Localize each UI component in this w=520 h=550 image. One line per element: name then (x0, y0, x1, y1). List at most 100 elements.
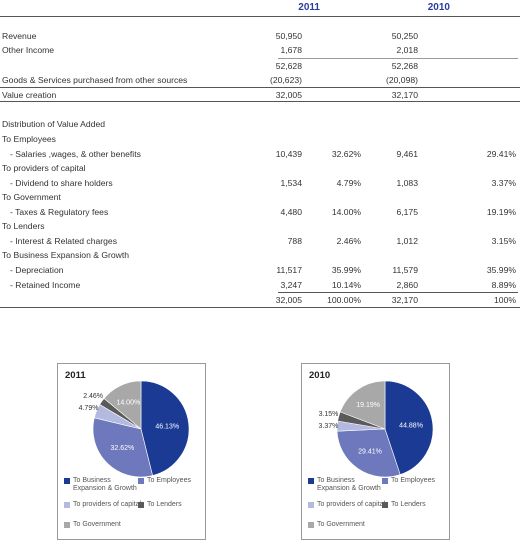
dividend-2010: 1,083 (396, 178, 418, 188)
revenue-label: Revenue (2, 31, 37, 41)
legend-capital-2011: To providers of capital (64, 501, 141, 509)
col-header-2010: 2010 (427, 2, 450, 13)
value-creation-label: Value creation (2, 90, 57, 100)
legend-label-government: To Government (317, 521, 365, 528)
goods-services-label: Goods & Services purchased from other so… (2, 75, 188, 85)
chart-title-2011: 2011 (65, 370, 86, 381)
legend-label-capital: To providers of capital (73, 501, 142, 508)
salaries-label: - Salaries ,wages, & other benefits (10, 149, 141, 159)
retained-pct-2010: 8.89% (491, 280, 516, 290)
interest-2011: 788 (287, 236, 302, 246)
to-capital-heading: To providers of capital (2, 163, 86, 173)
retained-label: - Retained Income (10, 280, 81, 290)
pie-label-expansion-2011: 46.13% (155, 423, 179, 430)
depreciation-label: - Depreciation (10, 265, 64, 275)
legend-label-employees: To Employees (147, 477, 191, 484)
interest-2010: 1,012 (396, 236, 418, 246)
pie-label-capital-2010: 3.37% (319, 423, 339, 430)
pie-label-lenders-2010: 3.15% (319, 411, 339, 418)
chart-box-2010: 2010 44.88% 29.41% 3.37% 3.15% 19.19% To Bus… (301, 363, 450, 540)
to-government-heading: To Government (2, 192, 61, 202)
legend-swatch-capital (64, 502, 70, 508)
legend-label-employees: To Employees (391, 477, 435, 484)
salaries-2010: 9,461 (396, 149, 418, 159)
other-income-2011: 1,678 (280, 45, 302, 55)
col-header-2011: 2011 (298, 2, 320, 13)
legend-employees-2010: To Employees (382, 477, 435, 485)
legend-swatch-lenders (382, 502, 388, 508)
chart-title-2010: 2010 (309, 370, 331, 381)
interest-pct-2010: 3.15% (491, 236, 516, 246)
legend-swatch-capital (308, 502, 314, 508)
legend-label-lenders: To Lenders (391, 501, 426, 508)
depreciation-pct-2011: 35.99% (331, 265, 361, 275)
salaries-pct-2011: 32.62% (331, 149, 361, 159)
pie-slice-expansion-2011 (140, 380, 190, 476)
pie-slice-expansion-2010 (384, 380, 434, 475)
pie-label-employees-2010: 29.41% (358, 448, 382, 455)
to-lenders-heading: To Lenders (2, 221, 45, 231)
revenue-2011: 50,950 (275, 31, 302, 41)
subtotal-2010: 52,268 (391, 61, 418, 71)
dividend-pct-2011: 4.79% (336, 178, 361, 188)
value-creation-2010: 32,170 (391, 90, 418, 100)
subtotal-2011: 52,628 (275, 61, 302, 71)
to-expansion-heading: To Business Expansion & Growth (2, 250, 130, 260)
pie-label-capital-2011: 4.79% (79, 405, 99, 412)
legend-swatch-lenders (138, 502, 144, 508)
legend-swatch-employees (138, 478, 144, 484)
interest-label: - Interest & Related charges (10, 236, 117, 246)
legend-employees-2011: To Employees (138, 477, 191, 485)
chart-box-2011: 2011 46.13% 32.62% 4.79% 2.46% 14.00% To Bus… (57, 363, 206, 540)
legend-swatch-employees (382, 478, 388, 484)
legend-swatch-government (308, 522, 314, 528)
revenue-2010: 50,250 (391, 31, 418, 41)
taxes-label: - Taxes & Regulatory fees (10, 207, 109, 217)
legend-lenders-2011: To Lenders (138, 501, 182, 509)
legend-lenders-2010: To Lenders (382, 501, 426, 509)
legend-label-capital: To providers of capital (317, 501, 386, 508)
to-employees-heading: To Employees (2, 134, 56, 144)
value-creation-2011: 32,005 (275, 90, 302, 100)
legend-expansion-2011: To Business Expansion & Growth (64, 477, 140, 493)
retained-2011: 3,247 (280, 280, 302, 290)
other-income-label: Other Income (2, 45, 55, 55)
legend-swatch-government (64, 522, 70, 528)
taxes-2011: 4,480 (280, 207, 302, 217)
pie-label-employees-2011: 32.62% (111, 445, 135, 452)
retained-pct-2011: 10.14% (331, 280, 361, 290)
taxes-pct-2010: 19.19% (486, 207, 516, 217)
retained-2010: 2,860 (396, 280, 418, 290)
salaries-pct-2010: 29.41% (486, 149, 516, 159)
total-pct-2010: 100% (494, 295, 516, 305)
header-rule (0, 16, 520, 17)
goods-services-2011: (20,623) (269, 75, 302, 85)
pie-label-lenders-2011: 2.46% (83, 393, 103, 400)
pie-slice-government-2011 (103, 380, 142, 430)
pie-chart-2011: 46.13% 32.62% 4.79% 2.46% 14.00% (79, 380, 190, 478)
salaries-2011: 10,439 (275, 149, 302, 159)
depreciation-pct-2010: 35.99% (486, 265, 516, 275)
pie-chart-2010: 44.88% 29.41% 3.37% 3.15% 19.19% (319, 380, 434, 478)
taxes-2010: 6,175 (396, 207, 418, 217)
other-income-2010: 2,018 (396, 45, 418, 55)
pie-slice-employees-2010 (336, 428, 401, 478)
legend-capital-2010: To providers of capital (308, 501, 385, 509)
goods-services-2010: (20,098) (385, 75, 418, 85)
legend-government-2011: To Government (64, 521, 121, 529)
subtotal-rule (278, 58, 518, 59)
total-2011: 32,005 (275, 295, 302, 305)
pie-label-government-2010: 19.19% (356, 402, 380, 409)
pie-slice-government-2010 (339, 380, 386, 430)
legend-label-government: To Government (73, 521, 121, 528)
total-pct-2011: 100.00% (327, 295, 361, 305)
interest-pct-2011: 2.46% (336, 236, 361, 246)
pie-label-government-2011: 14.00% (116, 400, 140, 407)
legend-swatch-expansion (308, 478, 314, 484)
total-bottom-rule (0, 307, 520, 308)
dividend-label: - Dividend to share holders (10, 178, 113, 188)
value-creation-top-rule (0, 87, 520, 88)
distribution-title: Distribution of Value Added (2, 119, 106, 129)
value-creation-bottom-rule (0, 101, 520, 102)
legend-label-expansion: To Business Expansion & Growth (317, 477, 381, 492)
